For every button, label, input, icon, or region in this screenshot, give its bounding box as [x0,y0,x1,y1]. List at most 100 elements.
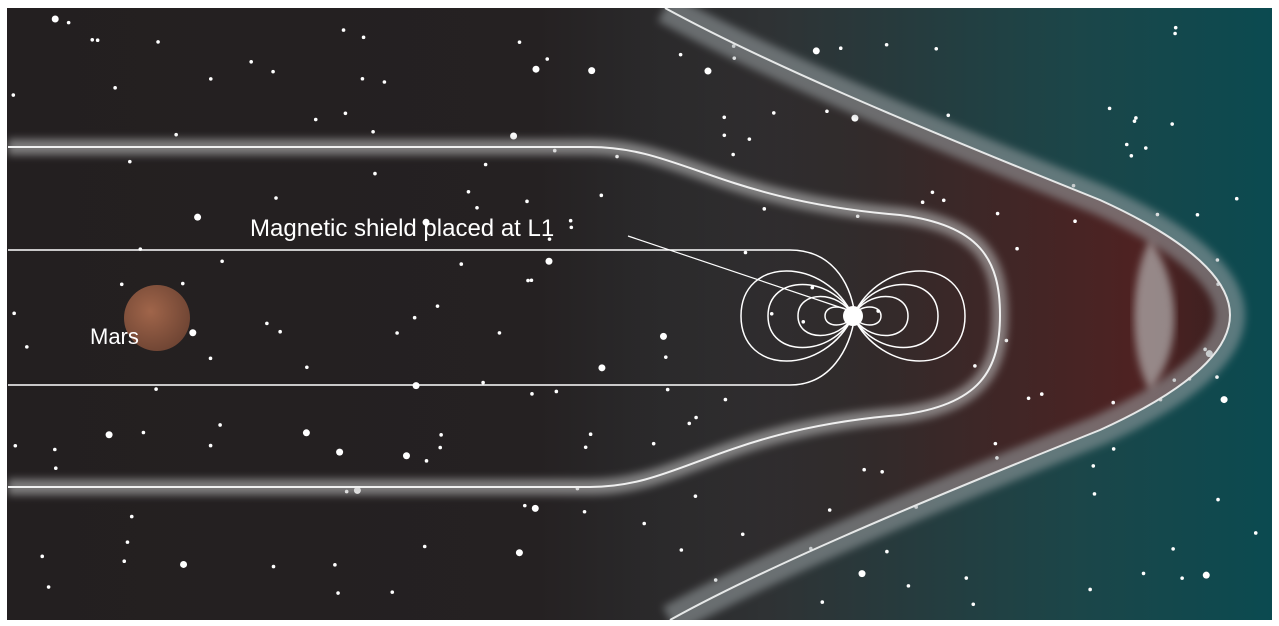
star [360,76,365,81]
star [1220,396,1228,404]
star [704,67,712,75]
star [1015,246,1019,251]
star [740,532,745,537]
star [693,494,698,498]
star [858,570,866,578]
star [371,129,375,134]
star [825,109,829,114]
star [941,198,946,203]
star [1173,25,1178,30]
star [141,430,146,435]
star [722,115,727,120]
star [395,331,399,335]
star [820,600,825,604]
star [1111,400,1116,405]
star [249,59,253,64]
scene-group: Magnetic shield placed at L1 Mars [7,8,1272,620]
star [343,111,348,116]
star [336,448,344,456]
star [46,585,51,589]
star [1215,375,1219,379]
mars-planet [124,285,190,351]
field-line [852,306,882,326]
star [568,218,573,223]
star [274,196,278,200]
star [90,37,95,42]
star [827,508,832,512]
star [598,364,606,372]
star [851,114,859,122]
star [651,441,656,446]
star [1124,142,1129,147]
star [156,40,160,44]
star [678,52,683,57]
star [481,380,485,385]
field-line [852,283,939,349]
star [569,225,574,230]
field-line [740,270,854,362]
star [1253,531,1258,535]
star [515,549,523,557]
star [208,443,213,448]
star [801,319,806,324]
star [1129,153,1134,158]
star [1141,571,1146,576]
star [665,387,670,392]
star [532,65,540,73]
star [1092,492,1097,496]
star [1195,212,1200,217]
star [743,250,748,255]
field-line [852,270,966,362]
star [510,132,518,140]
star [174,132,178,137]
star [424,459,429,463]
star [762,207,767,211]
star [483,162,488,167]
star [265,321,269,326]
star [25,345,29,349]
star [382,80,387,84]
magnetic-shield [843,306,863,326]
star [1173,31,1177,36]
bow-region [600,8,1230,620]
star [438,445,443,450]
star [390,590,395,594]
star [154,387,158,391]
star [526,278,530,283]
star [838,46,843,51]
star [993,441,998,446]
star [53,447,57,452]
star [1143,146,1148,150]
star [1026,396,1031,401]
star [95,38,100,43]
star [862,467,866,472]
star [810,285,815,290]
star [12,311,16,316]
star [341,28,346,32]
star [687,421,692,426]
star [1132,119,1137,123]
star [53,466,58,471]
star [422,218,430,226]
star [554,389,559,394]
star [125,540,130,544]
star [13,443,18,448]
star [1216,497,1220,502]
mars-label: Mars [90,324,139,349]
star [545,257,553,265]
star [723,397,728,402]
star [1107,106,1112,111]
star [302,429,310,437]
star [271,564,276,569]
star [122,559,127,563]
field-line [767,283,854,349]
star [412,315,417,320]
star [475,206,479,210]
bow-shock-line [664,8,1232,620]
star [180,560,188,568]
star [588,67,596,75]
star [40,554,45,559]
star [771,111,776,115]
